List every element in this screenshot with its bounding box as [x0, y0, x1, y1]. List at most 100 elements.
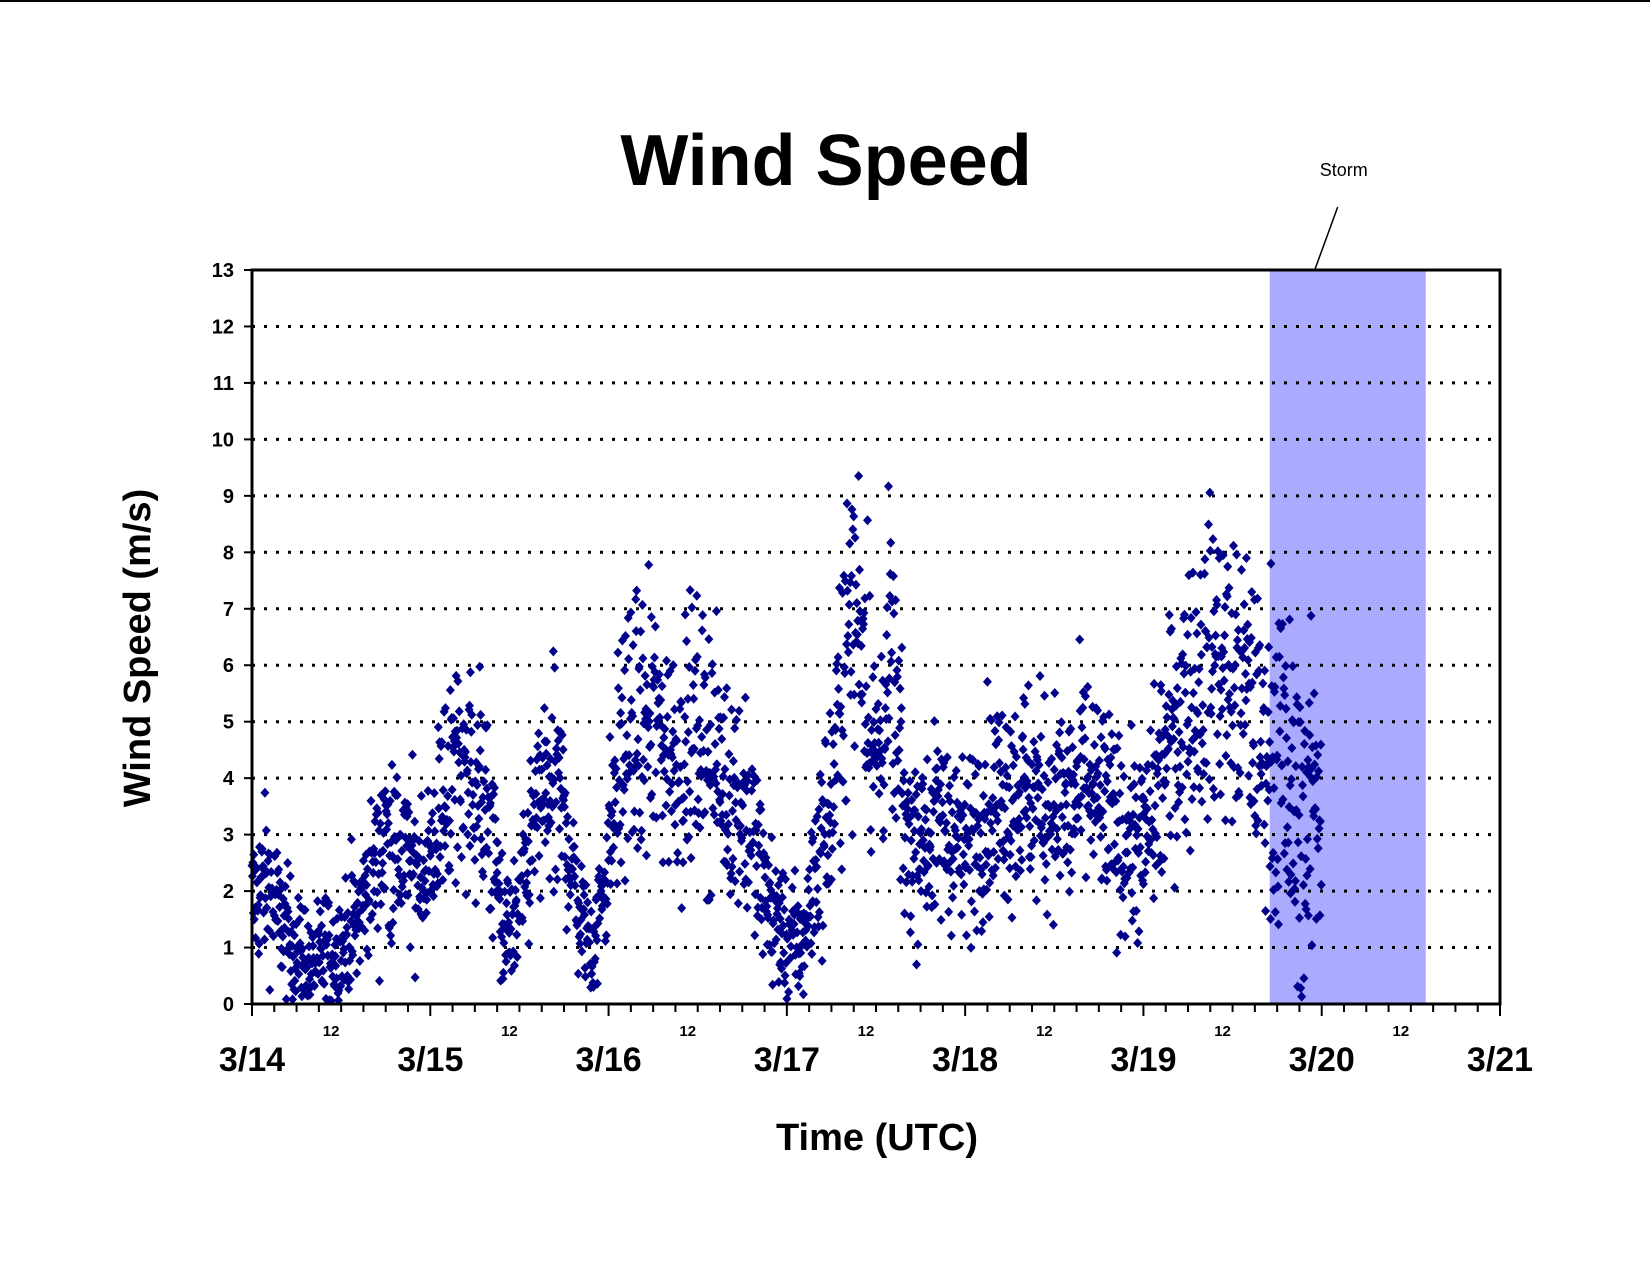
data-point	[695, 822, 705, 833]
data-point	[941, 826, 951, 837]
data-point	[746, 850, 756, 861]
data-point	[1273, 919, 1283, 930]
data-point	[927, 890, 937, 901]
data-point	[764, 860, 774, 871]
data-point	[489, 789, 499, 800]
data-point	[444, 815, 454, 826]
data-point	[1156, 686, 1166, 697]
data-point	[474, 761, 484, 772]
data-point	[891, 812, 901, 823]
data-point	[1231, 609, 1241, 620]
data-point	[1197, 738, 1207, 749]
data-point	[389, 885, 399, 896]
data-point	[289, 930, 299, 941]
data-point	[875, 715, 885, 726]
data-point	[510, 885, 520, 896]
data-point	[762, 901, 772, 912]
data-point	[1111, 796, 1121, 807]
data-point	[579, 889, 589, 900]
data-point	[1153, 780, 1163, 791]
data-point	[1265, 737, 1275, 748]
data-point	[719, 692, 729, 703]
data-point	[1185, 845, 1195, 856]
data-point	[905, 776, 915, 787]
data-point	[825, 708, 835, 719]
data-point	[1073, 813, 1083, 824]
x-day-label: 3/18	[932, 1041, 998, 1079]
data-point	[812, 811, 822, 822]
data-point	[753, 819, 763, 830]
data-point	[364, 895, 374, 906]
data-point	[613, 683, 623, 694]
data-point	[849, 511, 859, 522]
data-point	[1149, 678, 1159, 689]
data-point	[1015, 845, 1025, 856]
y-tick-label: 4	[223, 768, 235, 790]
data-point	[453, 738, 463, 749]
data-point	[1043, 777, 1053, 788]
data-point	[633, 843, 643, 854]
data-point	[277, 962, 287, 973]
data-point	[945, 796, 955, 807]
data-point	[832, 658, 842, 669]
data-point	[1098, 822, 1108, 833]
data-point	[895, 683, 905, 694]
data-point	[404, 807, 414, 818]
data-point	[635, 684, 645, 695]
data-point	[921, 804, 931, 815]
data-point	[1198, 724, 1208, 735]
x-axis-label: Time (UTC)	[776, 1117, 978, 1159]
data-point	[605, 732, 615, 743]
data-point	[546, 817, 556, 828]
data-point	[260, 787, 270, 798]
data-point	[571, 855, 581, 866]
data-point	[727, 704, 737, 715]
data-point	[1302, 834, 1312, 845]
data-point	[836, 701, 846, 712]
data-point	[1310, 804, 1320, 815]
axes	[244, 268, 1502, 1016]
data-point	[446, 828, 456, 839]
data-point	[1240, 642, 1250, 653]
data-point	[1070, 779, 1080, 790]
data-point	[443, 791, 453, 802]
data-point	[674, 776, 684, 787]
data-point	[771, 866, 781, 877]
data-point	[346, 834, 356, 845]
data-point	[281, 994, 291, 1005]
data-point	[1222, 730, 1232, 741]
data-point	[873, 698, 883, 709]
data-point	[734, 705, 744, 716]
data-point	[819, 841, 829, 852]
data-point	[882, 602, 892, 613]
data-point	[679, 792, 689, 803]
data-point	[518, 915, 528, 926]
data-point	[709, 809, 719, 820]
data-point	[830, 724, 840, 735]
data-point	[1193, 708, 1203, 719]
data-point	[641, 850, 651, 861]
data-point	[1220, 601, 1230, 612]
data-point	[990, 863, 1000, 874]
data-point	[595, 913, 605, 924]
data-point	[806, 938, 816, 949]
data-point	[812, 861, 822, 872]
data-point	[1167, 623, 1177, 634]
data-point	[1138, 878, 1148, 889]
data-point	[331, 960, 341, 971]
data-point	[680, 609, 690, 620]
data-point	[892, 665, 902, 676]
data-point	[918, 778, 928, 789]
data-point	[372, 887, 382, 898]
data-point	[393, 854, 403, 865]
data-point	[1251, 828, 1261, 839]
data-point	[370, 848, 380, 859]
data-point	[1271, 867, 1281, 878]
data-point	[1113, 852, 1123, 863]
data-point	[1290, 876, 1300, 887]
data-point	[1278, 794, 1288, 805]
data-point	[1235, 767, 1245, 778]
data-point	[1056, 717, 1066, 728]
data-point	[501, 956, 511, 967]
